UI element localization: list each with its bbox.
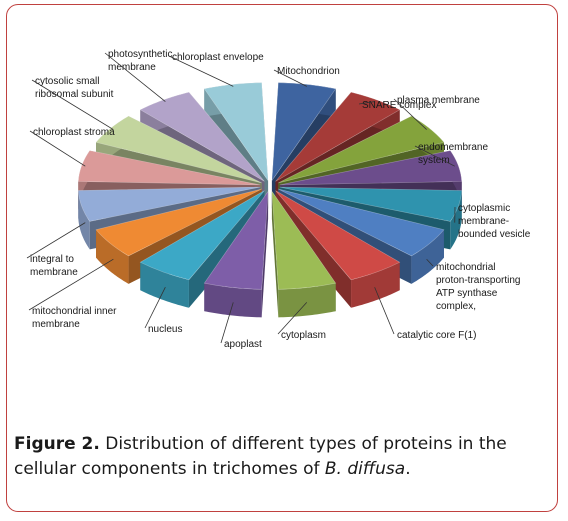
leader-line bbox=[374, 287, 395, 335]
pie-slice-top bbox=[95, 115, 262, 184]
pie-slice-top bbox=[271, 82, 337, 182]
leader-line bbox=[29, 130, 86, 167]
slice-label-8: cytoplasm bbox=[281, 330, 326, 341]
caption-text: Distribution of different types of prote… bbox=[14, 434, 507, 479]
pie-slice-top bbox=[279, 150, 463, 186]
pie-slice-top bbox=[279, 186, 463, 222]
pie-slice-rim bbox=[278, 283, 336, 318]
pie-slice-wall bbox=[271, 191, 279, 318]
pie-slice-top bbox=[95, 188, 262, 257]
slice-label-6: mitochondrial proton-transporting ATP synt… bbox=[436, 262, 521, 312]
pie-slice-top bbox=[203, 82, 269, 182]
pie-slice-8 bbox=[271, 190, 337, 318]
pie-slice-top bbox=[275, 91, 401, 182]
pie-slice-rim bbox=[78, 190, 90, 250]
slice-label-9: apoplast bbox=[224, 339, 262, 350]
slice-label-7: catalytic core F(1) bbox=[397, 330, 476, 341]
pie-slice-rim bbox=[411, 229, 444, 284]
leader-line bbox=[277, 302, 308, 335]
leader-line bbox=[28, 258, 114, 311]
pie-slice-9 bbox=[203, 190, 269, 318]
slice-label-15: photosynthetic membrane bbox=[108, 49, 173, 73]
pie-slice-wall bbox=[261, 191, 269, 318]
leader-line bbox=[273, 69, 307, 87]
leader-line bbox=[26, 222, 86, 259]
slice-label-14: cytosolic small ribosomal subunit bbox=[35, 76, 114, 100]
pie-slice-top bbox=[203, 190, 269, 290]
pie-slice-rim bbox=[140, 262, 189, 308]
slice-label-16: chloroplast envelope bbox=[172, 52, 264, 63]
leader-line bbox=[104, 52, 166, 102]
pie-slice-rim bbox=[351, 262, 400, 308]
pie-slice-rim bbox=[204, 283, 262, 318]
slice-label-4: endomembrane system bbox=[418, 142, 488, 166]
slice-label-12: integral to membrane bbox=[30, 254, 78, 278]
pie-slice-top bbox=[278, 188, 445, 257]
figure-label: Figure 2. bbox=[14, 434, 100, 454]
slice-label-5: cytoplasmic membrane-bounded vesicle bbox=[458, 203, 531, 240]
pie-slice-rim bbox=[450, 190, 462, 250]
leader-line bbox=[358, 101, 375, 105]
figure-caption: Figure 2. Distribution of different type… bbox=[14, 432, 544, 482]
slice-label-2: SNARE complex bbox=[362, 100, 436, 111]
pie-slice-top bbox=[77, 186, 261, 222]
leader-line bbox=[426, 258, 434, 267]
slice-label-10: nucleus bbox=[148, 324, 182, 335]
slice-label-1: Mitochondrion bbox=[277, 66, 340, 77]
slice-label-13: chloroplast stroma bbox=[33, 127, 115, 138]
leader-line bbox=[393, 98, 427, 130]
leader-line bbox=[31, 79, 114, 130]
pie-sides bbox=[77, 82, 463, 318]
pie-slice-top bbox=[275, 190, 401, 281]
pie-slice-top bbox=[139, 190, 265, 281]
leader-line bbox=[144, 287, 166, 329]
leader-line bbox=[414, 145, 455, 167]
pie-slice-rim bbox=[96, 229, 129, 284]
pie-slice-top bbox=[77, 150, 261, 186]
pie-slice-top bbox=[271, 190, 337, 290]
slice-label-11: mitochondrial inner membrane bbox=[32, 306, 117, 330]
leader-line bbox=[220, 302, 234, 344]
species-name: B. diffusa bbox=[324, 459, 406, 479]
pie-slice-top bbox=[278, 115, 445, 184]
leader-line bbox=[168, 55, 234, 87]
slice-label-3: plasma membrane bbox=[397, 95, 480, 106]
caption-period: . bbox=[405, 459, 411, 479]
